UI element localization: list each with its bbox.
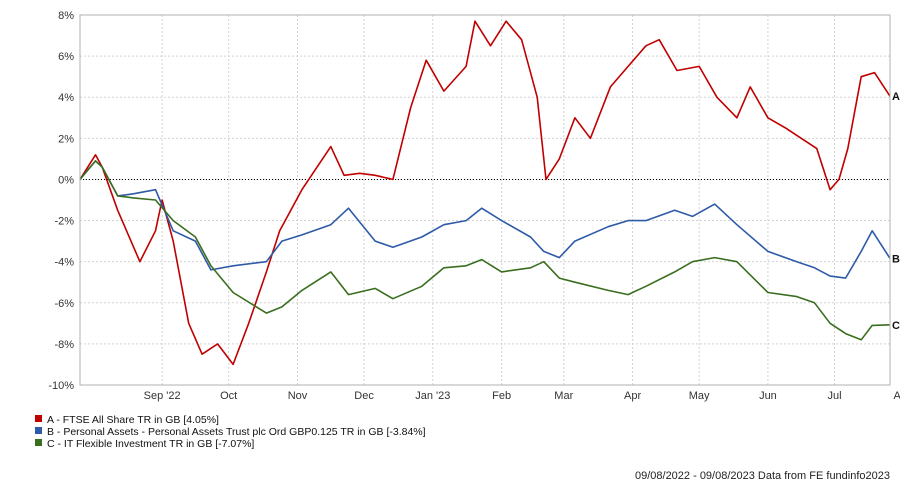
x-tick-label: Apr — [624, 390, 641, 402]
plot-frame — [79, 14, 891, 386]
x-tick-label: Aug — [894, 390, 900, 402]
series-line-a — [79, 20, 891, 366]
x-tick-label: Feb — [492, 390, 511, 402]
y-tick-label: 4% — [58, 92, 74, 104]
legend-entry: C - IT Flexible Investment TR in GB [-7.… — [47, 438, 254, 450]
series-layer — [79, 20, 891, 366]
legend-entry: A - FTSE All Share TR in GB [4.05%] — [47, 414, 219, 426]
series-line-b — [79, 160, 891, 279]
x-tick-label: Oct — [220, 390, 237, 402]
y-axis: 8% 6% 4% 2% 0% -2% -4% -6% -8% -10% — [48, 10, 74, 392]
legend: A - FTSE All Share TR in GB [4.05%]B - P… — [35, 414, 426, 450]
y-tick-label: -8% — [54, 339, 74, 351]
x-tick-label: Jan '23 — [415, 390, 450, 402]
x-tick-label: Dec — [354, 390, 374, 402]
footer-source-text: 09/08/2022 - 09/08/2023 Data from FE fun… — [635, 470, 890, 482]
x-tick-label: Jun — [759, 390, 777, 402]
legend-swatch — [35, 415, 42, 422]
y-tick-label: -10% — [48, 380, 74, 392]
x-tick-label: Nov — [288, 390, 308, 402]
series-end-labels: A B C — [892, 91, 900, 332]
series-end-label: B — [892, 253, 900, 265]
y-tick-label: -2% — [54, 216, 74, 228]
y-tick-label: -6% — [54, 298, 74, 310]
y-tick-label: 0% — [58, 174, 74, 186]
x-tick-label: Jul — [827, 390, 841, 402]
y-tick-label: 8% — [58, 10, 74, 22]
x-axis: Sep '22 Oct Nov Dec Jan '23 Feb Mar Apr May Jun Ju… — [144, 390, 900, 402]
y-tick-label: -4% — [54, 257, 74, 269]
legend-swatch — [35, 427, 42, 434]
plot-area — [80, 15, 890, 385]
x-tick-label: May — [689, 390, 710, 402]
legend-entry: B - Personal Assets - Personal Assets Tr… — [47, 426, 426, 438]
y-tick-label: 6% — [58, 51, 74, 63]
y-tick-label: 2% — [58, 133, 74, 145]
x-tick-label: Sep '22 — [144, 390, 181, 402]
series-line-c — [79, 160, 891, 341]
x-tick-label: Mar — [554, 390, 573, 402]
series-end-label: A — [892, 91, 900, 103]
series-end-label: C — [892, 320, 900, 332]
legend-swatch — [35, 439, 42, 446]
